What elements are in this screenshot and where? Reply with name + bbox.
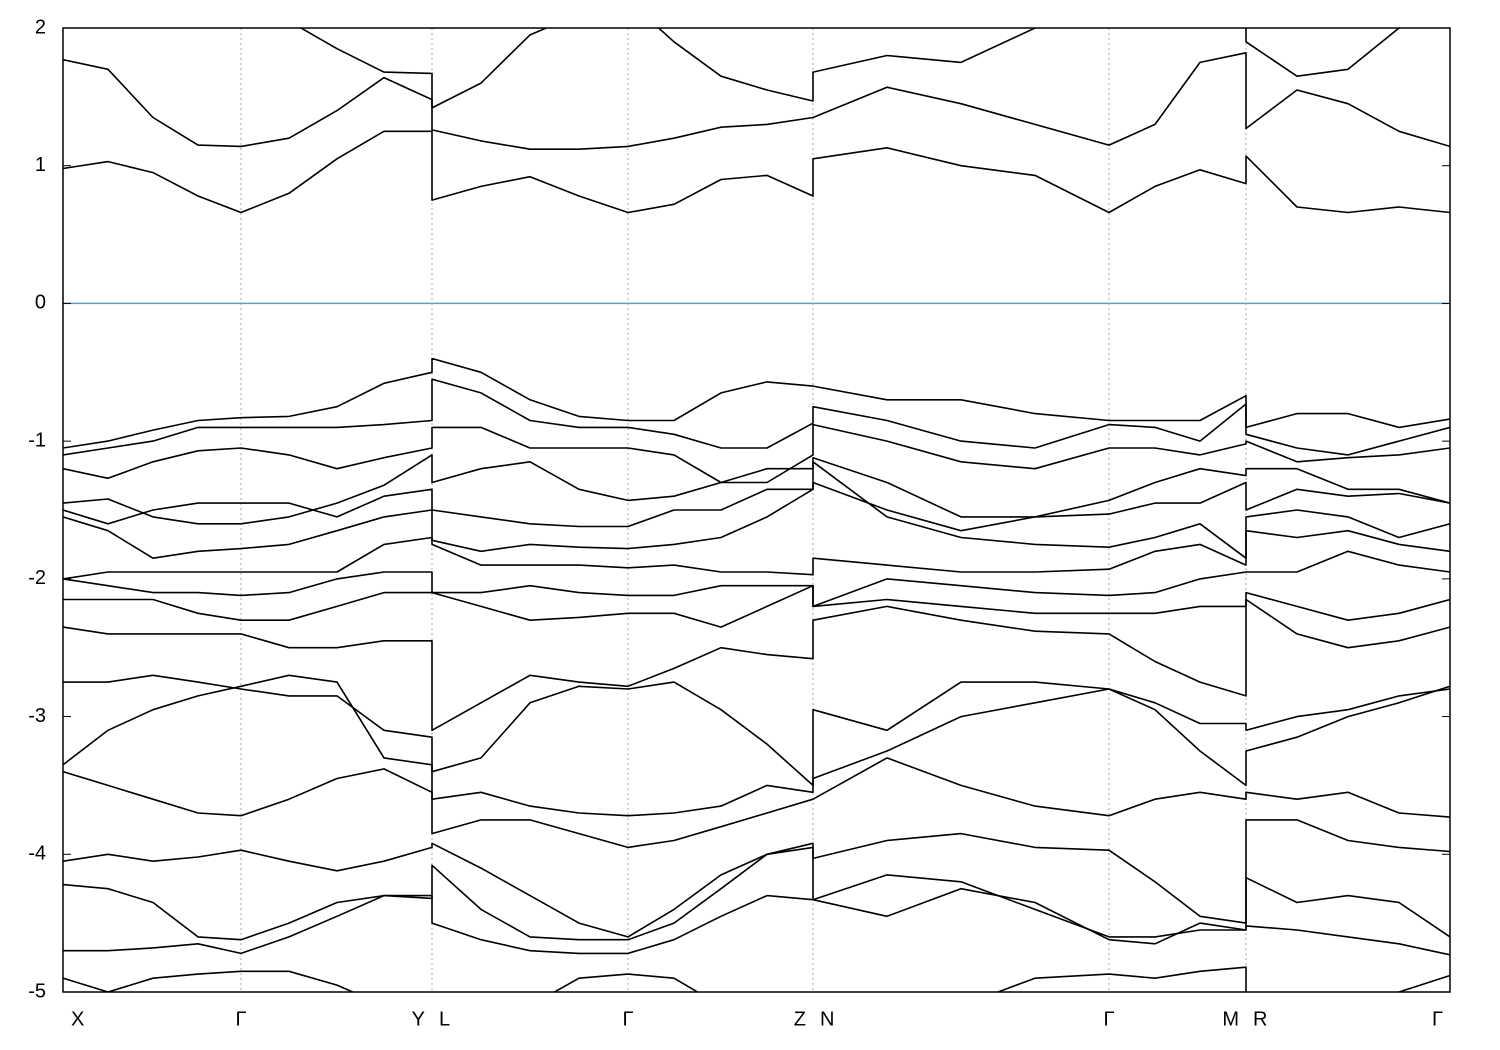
x-tick-label: Γ	[622, 1008, 633, 1030]
band-line	[63, 550, 1450, 608]
y-tick-label: -4	[28, 843, 46, 865]
band-line	[299, 28, 1401, 109]
band-line	[63, 819, 1450, 938]
x-tick-label: M	[1222, 1008, 1239, 1030]
y-tick-label: 2	[35, 16, 46, 38]
band-line	[63, 966, 1450, 992]
band-line	[63, 887, 1450, 956]
band-line	[63, 378, 1450, 456]
x-tick-label: Γ	[1432, 1008, 1443, 1030]
band-line	[63, 130, 1450, 214]
x-tick-label: Y	[412, 1008, 425, 1030]
x-tick-label: L	[439, 1008, 450, 1030]
y-tick-label: -1	[28, 429, 46, 451]
band-line	[63, 357, 1450, 449]
band-line	[63, 52, 1450, 150]
band-line	[63, 454, 1450, 525]
band-line	[63, 584, 1450, 628]
band-line	[63, 423, 1450, 484]
x-tick-label: Z	[794, 1008, 806, 1030]
y-tick-label: 1	[35, 154, 46, 176]
band-line	[63, 674, 1450, 787]
x-tick-label: N	[820, 1008, 834, 1030]
band-line	[63, 598, 1450, 732]
plot-frame	[62, 27, 1451, 993]
x-tick-label: Γ	[235, 1008, 246, 1030]
x-tick-label: Γ	[1103, 1008, 1114, 1030]
band-line	[63, 461, 1450, 559]
y-tick-label: -5	[28, 980, 46, 1002]
band-line	[63, 674, 1450, 817]
x-tick-label: X	[71, 1008, 84, 1030]
y-tick-label: -2	[28, 567, 46, 589]
x-tick-label: R	[1253, 1008, 1267, 1030]
band-line	[63, 757, 1450, 849]
band-line	[63, 529, 1450, 580]
y-tick-label: -3	[28, 705, 46, 727]
y-tick-label: 0	[35, 292, 46, 314]
band-line	[63, 481, 1450, 532]
plot-area	[63, 28, 1450, 992]
